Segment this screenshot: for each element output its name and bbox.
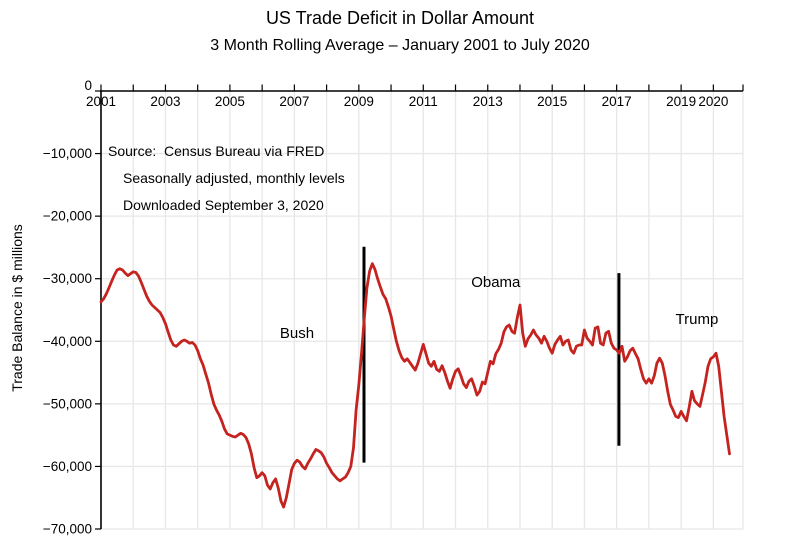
y-tick-label: −40,000 <box>43 334 92 349</box>
y-tick-label: −60,000 <box>43 459 92 474</box>
chart-title: US Trade Deficit in Dollar Amount <box>265 8 535 28</box>
president-label-trump: Trump <box>676 311 719 328</box>
x-tick-label: 2020 <box>698 94 728 109</box>
x-tick-label: 2015 <box>537 94 567 109</box>
x-tick-label: 2019 <box>666 94 696 109</box>
x-tick-label: 2013 <box>473 94 503 109</box>
y-tick-label: −70,000 <box>43 522 92 537</box>
y-tick-label: −20,000 <box>43 209 92 224</box>
x-tick-label: 2017 <box>602 94 632 109</box>
source-note: Source: Census Bureau via FRED Seasonall… <box>108 138 345 219</box>
y-tick-label: −30,000 <box>43 271 92 286</box>
y-tick-label: −50,000 <box>43 396 92 411</box>
x-tick-label: 2001 <box>86 94 116 109</box>
x-tick-label: 2011 <box>409 94 438 109</box>
x-tick-label: 2007 <box>279 94 309 109</box>
x-tick-label: 2005 <box>215 94 245 109</box>
x-tick-label: 2009 <box>344 94 374 109</box>
source-line-3: Downloaded September 3, 2020 <box>123 197 324 213</box>
x-tick-label: 2003 <box>150 94 180 109</box>
trade-deficit-line <box>99 262 731 509</box>
source-line-1: Source: Census Bureau via FRED <box>108 143 325 159</box>
president-label-obama: Obama <box>471 274 521 291</box>
source-line-2: Seasonally adjusted, monthly levels <box>123 170 345 186</box>
president-label-bush: Bush <box>280 325 314 342</box>
y-tick-label: −10,000 <box>43 146 92 161</box>
chart-subtitle: 3 Month Rolling Average – January 2001 t… <box>210 37 590 54</box>
y-tick-label: 0 <box>84 78 92 93</box>
